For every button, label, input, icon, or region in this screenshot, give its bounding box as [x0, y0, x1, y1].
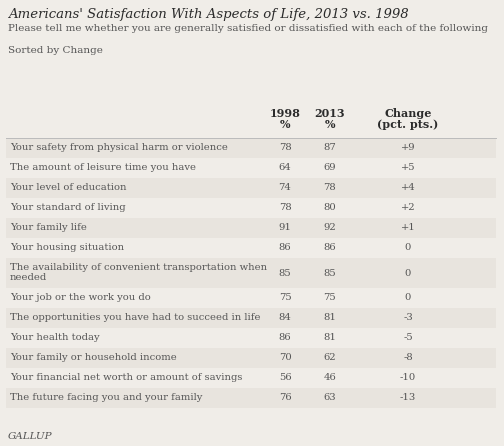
Text: 1998: 1998: [270, 108, 300, 119]
Text: -8: -8: [403, 354, 413, 363]
Text: Your financial net worth or amount of savings: Your financial net worth or amount of sa…: [10, 373, 242, 383]
Text: 91: 91: [279, 223, 291, 232]
Text: +5: +5: [401, 164, 415, 173]
Text: The amount of leisure time you have: The amount of leisure time you have: [10, 164, 196, 173]
Text: Change: Change: [385, 108, 432, 119]
Text: 46: 46: [324, 373, 336, 383]
Text: +1: +1: [401, 223, 415, 232]
Text: 56: 56: [279, 373, 291, 383]
Text: 69: 69: [324, 164, 336, 173]
Text: %: %: [280, 119, 290, 130]
Text: 0: 0: [405, 268, 411, 277]
Text: Your family or household income: Your family or household income: [10, 354, 177, 363]
Text: 81: 81: [324, 314, 337, 322]
Text: 62: 62: [324, 354, 336, 363]
Bar: [6, 218, 496, 238]
Text: GALLUP: GALLUP: [8, 432, 52, 441]
Text: 84: 84: [279, 314, 291, 322]
Bar: [6, 308, 496, 328]
Text: -10: -10: [400, 373, 416, 383]
Text: Your safety from physical harm or violence: Your safety from physical harm or violen…: [10, 144, 228, 153]
Text: needed: needed: [10, 273, 47, 282]
Text: Americans' Satisfaction With Aspects of Life, 2013 vs. 1998: Americans' Satisfaction With Aspects of …: [8, 8, 409, 21]
Text: 0: 0: [405, 293, 411, 302]
Text: 81: 81: [324, 334, 337, 343]
Bar: [6, 348, 496, 368]
Text: The availability of convenient transportation when: The availability of convenient transport…: [10, 264, 267, 273]
Bar: [6, 328, 496, 348]
Text: -5: -5: [403, 334, 413, 343]
Bar: [6, 158, 496, 178]
Text: 0: 0: [405, 244, 411, 252]
Text: (pct. pts.): (pct. pts.): [377, 119, 438, 130]
Text: 80: 80: [324, 203, 336, 212]
Text: Your job or the work you do: Your job or the work you do: [10, 293, 151, 302]
Bar: [6, 238, 496, 258]
Text: 76: 76: [279, 393, 291, 402]
Text: 2013: 2013: [314, 108, 345, 119]
Text: +2: +2: [401, 203, 415, 212]
Text: Your family life: Your family life: [10, 223, 87, 232]
Bar: [6, 288, 496, 308]
Text: 78: 78: [324, 183, 336, 193]
Text: -3: -3: [403, 314, 413, 322]
Text: 85: 85: [324, 268, 336, 277]
Bar: [6, 198, 496, 218]
Text: The opportunities you have had to succeed in life: The opportunities you have had to succee…: [10, 314, 261, 322]
Text: 75: 75: [279, 293, 291, 302]
Text: 92: 92: [324, 223, 336, 232]
Text: 70: 70: [279, 354, 291, 363]
Text: Please tell me whether you are generally satisfied or dissatisfied with each of : Please tell me whether you are generally…: [8, 24, 488, 33]
Text: 74: 74: [279, 183, 291, 193]
Bar: [6, 368, 496, 388]
Text: +4: +4: [401, 183, 415, 193]
Text: 86: 86: [279, 244, 291, 252]
Text: The future facing you and your family: The future facing you and your family: [10, 393, 203, 402]
Text: 87: 87: [324, 144, 336, 153]
Text: 86: 86: [279, 334, 291, 343]
Text: +9: +9: [401, 144, 415, 153]
Bar: [6, 388, 496, 408]
Text: Your housing situation: Your housing situation: [10, 244, 124, 252]
Text: 85: 85: [279, 268, 291, 277]
Text: 63: 63: [324, 393, 336, 402]
Text: 64: 64: [279, 164, 291, 173]
Bar: [6, 138, 496, 158]
Bar: [6, 258, 496, 288]
Text: Your health today: Your health today: [10, 334, 100, 343]
Text: -13: -13: [400, 393, 416, 402]
Bar: [6, 178, 496, 198]
Text: 78: 78: [279, 203, 291, 212]
Text: 78: 78: [279, 144, 291, 153]
Text: 75: 75: [324, 293, 336, 302]
Text: Your standard of living: Your standard of living: [10, 203, 125, 212]
Text: Your level of education: Your level of education: [10, 183, 127, 193]
Text: %: %: [325, 119, 335, 130]
Text: 86: 86: [324, 244, 336, 252]
Text: Sorted by Change: Sorted by Change: [8, 46, 103, 55]
